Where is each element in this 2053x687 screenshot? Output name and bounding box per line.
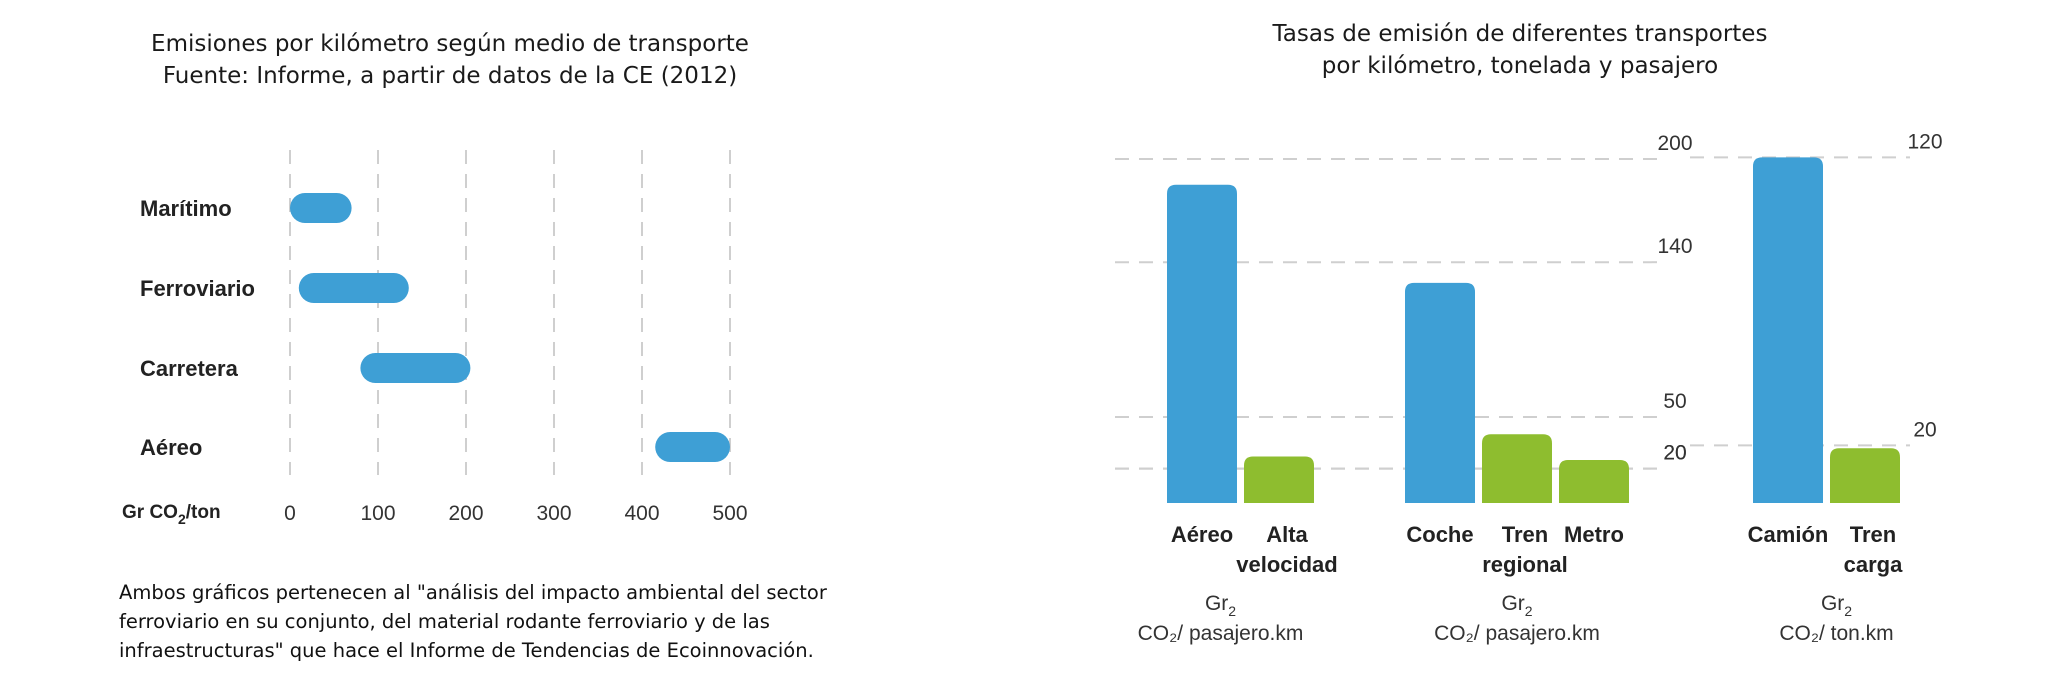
bar-label-alta-velocidad-line1: Alta bbox=[1266, 522, 1308, 547]
bar-label-tren-carga-line1: Tren bbox=[1850, 522, 1896, 547]
left-chart-title: Emisiones por kilómetro según medio de t… bbox=[110, 28, 790, 92]
bar-coche bbox=[1405, 282, 1475, 503]
x-tick-label-500: 500 bbox=[712, 502, 747, 525]
group-unit-label-1-line2: CO₂/ pasajero.km bbox=[1138, 622, 1304, 645]
right-chart-title-line1: Tasas de emisión de diferentes transport… bbox=[1272, 21, 1768, 47]
category-label-ferroviario: Ferroviario bbox=[140, 276, 255, 301]
bar-alta-velocidad bbox=[1244, 456, 1314, 503]
x-axis-label: Gr CO2/ton bbox=[122, 502, 221, 527]
group-unit-label-1-line1: Gr2 bbox=[1205, 592, 1236, 619]
bar-label-alta-velocidad-line2: velocidad bbox=[1236, 552, 1337, 577]
reference-label-g1-200: 200 bbox=[1657, 132, 1692, 155]
left-range-bar-chart: 0 100 200 300 400 500 Gr CO2/ton Marítimo Ferrov… bbox=[122, 150, 748, 527]
category-label-maritimo: Marítimo bbox=[140, 196, 232, 221]
x-tick-label-300: 300 bbox=[536, 502, 571, 525]
x-tick-label-400: 400 bbox=[624, 502, 659, 525]
category-label-aereo: Aéreo bbox=[140, 435, 202, 460]
reference-label-g3-20: 20 bbox=[1913, 418, 1936, 441]
bar-tren-carga bbox=[1830, 448, 1900, 503]
category-label-carretera: Carretera bbox=[140, 356, 239, 381]
reference-label-g2-20: 20 bbox=[1663, 442, 1686, 465]
reference-label-g1-20: 20 bbox=[1663, 442, 1686, 465]
footnote-line1: Ambos gráficos pertenecen al "análisis d… bbox=[119, 581, 827, 604]
range-bar-carretera bbox=[360, 353, 471, 383]
bar-label-metro: Metro bbox=[1564, 522, 1624, 547]
footnote-line3: infraestructuras" que hace el Informe de… bbox=[119, 639, 814, 662]
bar-label-coche: Coche bbox=[1406, 522, 1473, 547]
right-chart-title: Tasas de emisión de diferentes transport… bbox=[1180, 18, 1860, 82]
range-bar-aereo bbox=[655, 432, 730, 462]
group-unit-label-3-line1: Gr2 bbox=[1821, 592, 1852, 619]
right-chart-title-line2: por kilómetro, tonelada y pasajero bbox=[1321, 53, 1719, 79]
range-bar-maritimo bbox=[290, 193, 352, 223]
footnote: Ambos gráficos pertenecen al "análisis d… bbox=[119, 578, 919, 665]
bar-camion bbox=[1753, 157, 1823, 503]
group-unit-label-3-line2: CO₂/ ton.km bbox=[1779, 622, 1893, 645]
reference-label-g3-120: 120 bbox=[1907, 130, 1942, 153]
reference-label-g2-50: 50 bbox=[1663, 390, 1686, 413]
bar-aereo bbox=[1167, 184, 1237, 504]
bar-label-tren-regional-line1: Tren bbox=[1502, 522, 1548, 547]
bar-label-tren-regional-line2: regional bbox=[1482, 552, 1568, 577]
bar-label-tren-carga-line2: carga bbox=[1844, 552, 1903, 577]
group-unit-label-2-line2: CO₂/ pasajero.km bbox=[1434, 622, 1600, 645]
bar-label-camion: Camión bbox=[1748, 522, 1829, 547]
bar-label-aereo: Aéreo bbox=[1171, 522, 1233, 547]
range-bar-ferroviario bbox=[298, 273, 409, 303]
reference-label-g2-140: 140 bbox=[1657, 235, 1692, 258]
footnote-line2: ferroviario en su conjunto, del material… bbox=[119, 610, 770, 633]
group-unit-label-2-line1: Gr2 bbox=[1501, 592, 1532, 619]
left-chart-title-line2: Fuente: Informe, a partir de datos de la… bbox=[162, 63, 738, 89]
bar-metro bbox=[1559, 460, 1629, 503]
left-chart-title-line1: Emisiones por kilómetro según medio de t… bbox=[151, 31, 749, 57]
x-tick-label-0: 0 bbox=[284, 502, 296, 525]
bar-tren-regional bbox=[1482, 434, 1552, 503]
x-tick-label-200: 200 bbox=[448, 502, 483, 525]
x-tick-label-100: 100 bbox=[360, 502, 395, 525]
